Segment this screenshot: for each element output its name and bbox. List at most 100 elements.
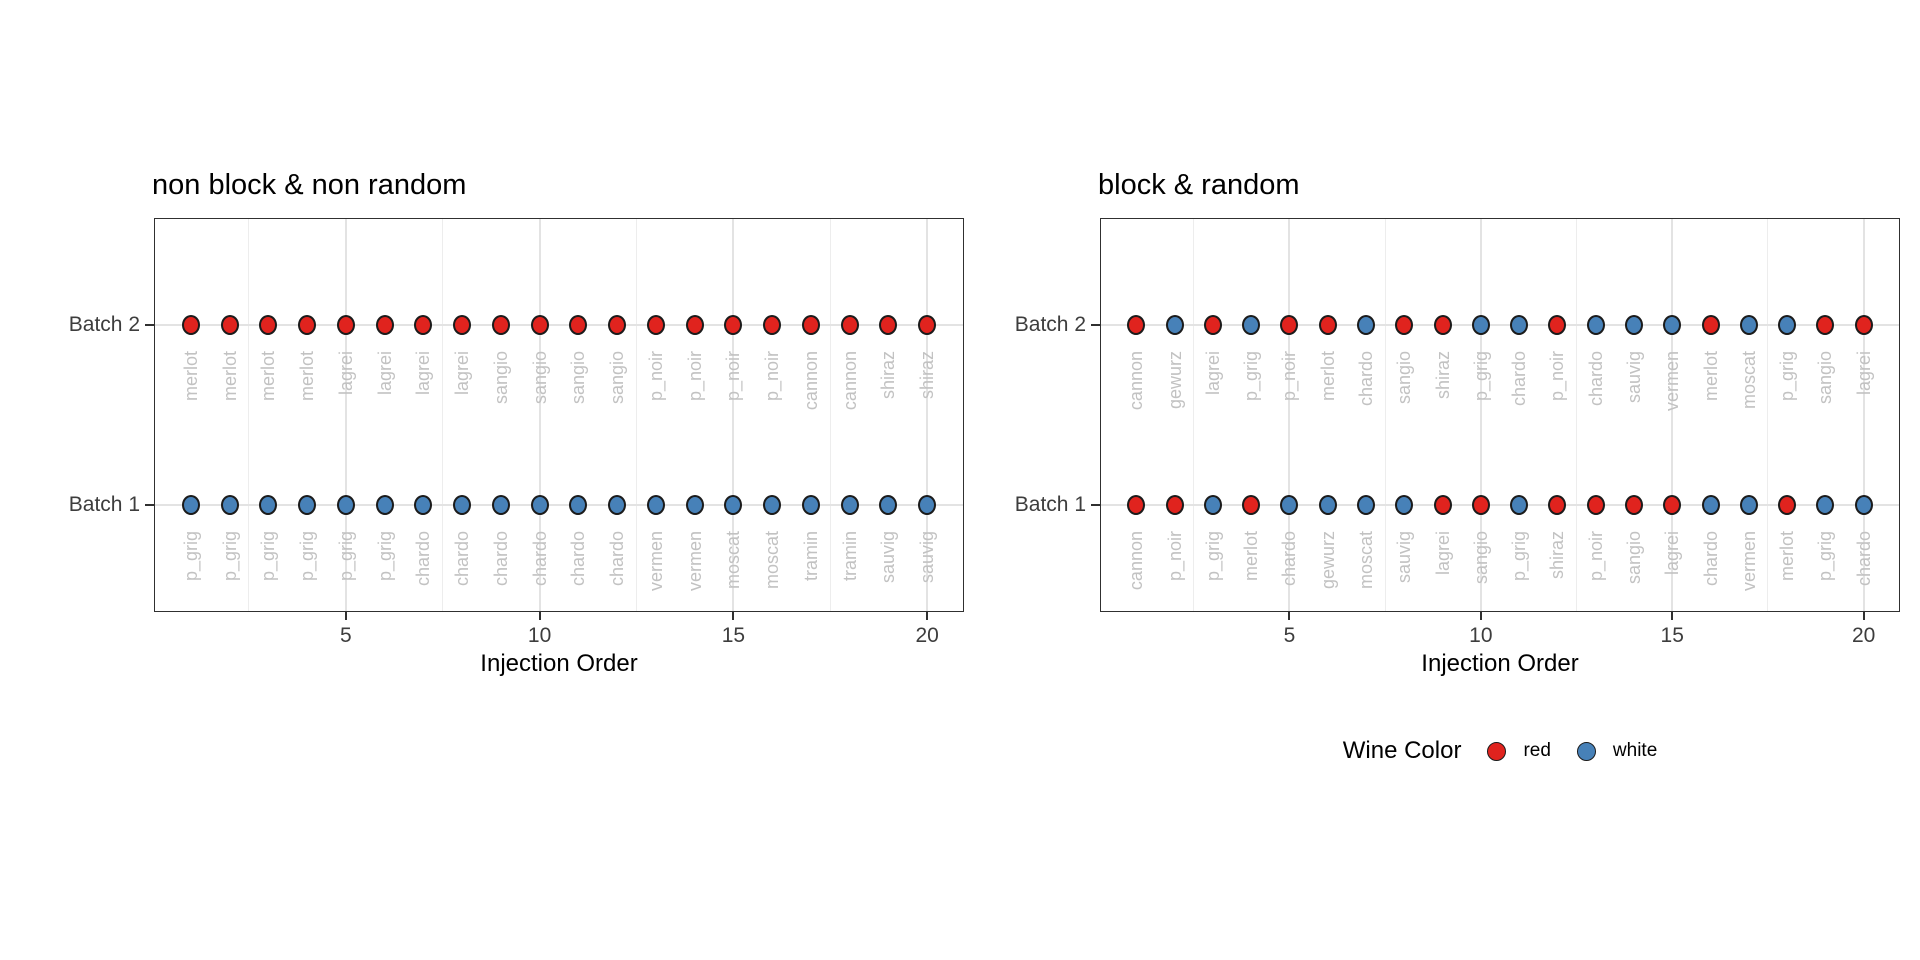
data-point — [1586, 315, 1605, 336]
y-tick — [145, 503, 154, 506]
data-point — [1357, 494, 1376, 515]
x-tick-label: 5 — [1283, 624, 1296, 647]
point-label: p_grig — [335, 530, 356, 581]
point-label: chardo — [452, 530, 473, 586]
data-point — [1127, 494, 1146, 515]
point-label: shiraz — [917, 351, 938, 400]
point-label: merlot — [219, 351, 240, 402]
data-point — [414, 494, 433, 515]
point-label: chardo — [490, 530, 511, 586]
point-label: chardo — [1509, 351, 1530, 407]
data-point — [879, 315, 898, 336]
y-tick — [1091, 324, 1100, 327]
data-point — [763, 494, 782, 515]
data-point — [1778, 315, 1797, 336]
data-point — [1624, 494, 1643, 515]
grid-line-vertical-major — [1288, 218, 1291, 612]
data-point — [336, 494, 355, 515]
grid-line-horizontal — [1100, 324, 1900, 327]
data-point — [491, 315, 510, 336]
point-label: p_noir — [1279, 351, 1300, 402]
point-label: vermen — [1738, 530, 1759, 591]
data-point — [918, 494, 937, 515]
point-label: merlot — [1777, 530, 1798, 581]
point-label: p_grig — [258, 530, 279, 581]
point-label: lagrei — [1432, 530, 1453, 575]
data-point — [1471, 494, 1490, 515]
data-point — [336, 315, 355, 336]
data-point — [375, 315, 394, 336]
data-point — [1395, 315, 1414, 336]
point-label: merlot — [297, 351, 318, 402]
data-point — [801, 315, 820, 336]
data-point — [1165, 494, 1184, 515]
point-label: tramin — [839, 530, 860, 581]
data-point — [1816, 494, 1835, 515]
grid-line-vertical-major — [538, 218, 541, 612]
grid-line-vertical-minor — [829, 218, 831, 612]
x-tick — [1479, 612, 1482, 620]
chart-panel — [1100, 218, 1900, 612]
data-point — [491, 494, 510, 515]
point-label: sauvig — [1623, 351, 1644, 404]
point-label: lagrei — [1202, 351, 1223, 396]
grid-line-vertical-major — [732, 218, 735, 612]
x-tick — [732, 612, 735, 620]
data-point — [608, 315, 627, 336]
point-label: moscat — [1738, 351, 1759, 410]
data-point — [1701, 494, 1720, 515]
chart-panel — [154, 218, 964, 612]
data-point — [1548, 494, 1567, 515]
legend-swatch-white-icon — [1576, 741, 1596, 761]
point-label: p_grig — [1815, 530, 1836, 581]
point-label: p_grig — [297, 530, 318, 581]
x-tick — [538, 612, 541, 620]
y-tick-label: Batch 2 — [1014, 313, 1086, 337]
point-label: p_grig — [1509, 530, 1530, 581]
point-label: p_grig — [1777, 351, 1798, 402]
point-label: merlot — [1317, 351, 1338, 402]
data-point — [1548, 315, 1567, 336]
x-axis-title-left: Injection Order — [480, 650, 638, 677]
data-point — [298, 315, 317, 336]
point-label: vermen — [645, 530, 666, 591]
point-label: p_noir — [645, 351, 666, 402]
point-label: sauvig — [878, 530, 899, 583]
legend-swatch-red-icon — [1487, 741, 1507, 761]
data-point — [569, 315, 588, 336]
data-point — [840, 494, 859, 515]
point-label: sangio — [1815, 351, 1836, 405]
x-tick-label: 15 — [721, 624, 746, 647]
x-tick — [1288, 612, 1291, 620]
point-label: lagrei — [374, 351, 395, 396]
data-point — [181, 494, 200, 515]
data-point — [181, 315, 200, 336]
point-label: gewurz — [1317, 530, 1338, 589]
point-label: merlot — [1241, 530, 1262, 581]
point-label: lagrei — [1662, 530, 1683, 575]
grid-line-vertical-major — [1479, 218, 1482, 612]
point-label: merlot — [180, 351, 201, 402]
data-point — [1510, 494, 1529, 515]
data-point — [1663, 494, 1682, 515]
data-point — [1395, 494, 1414, 515]
data-point — [1242, 494, 1261, 515]
point-label: chardo — [529, 530, 550, 586]
point-label: moscat — [762, 530, 783, 589]
point-label: cannon — [839, 351, 860, 411]
point-label: chardo — [1700, 530, 1721, 586]
point-label: p_grig — [374, 530, 395, 581]
x-tick-label: 15 — [1660, 624, 1684, 647]
point-label: sangio — [607, 351, 628, 405]
grid-line-vertical-minor — [1193, 218, 1195, 612]
grid-line-vertical-minor — [1384, 218, 1386, 612]
point-label: merlot — [258, 351, 279, 402]
y-tick-label: Batch 1 — [1014, 492, 1086, 516]
data-point — [608, 494, 627, 515]
point-label: shiraz — [878, 351, 899, 400]
data-point — [646, 494, 665, 515]
data-point — [1280, 494, 1299, 515]
point-label: moscat — [1356, 530, 1377, 589]
point-label: cannon — [1126, 351, 1147, 411]
